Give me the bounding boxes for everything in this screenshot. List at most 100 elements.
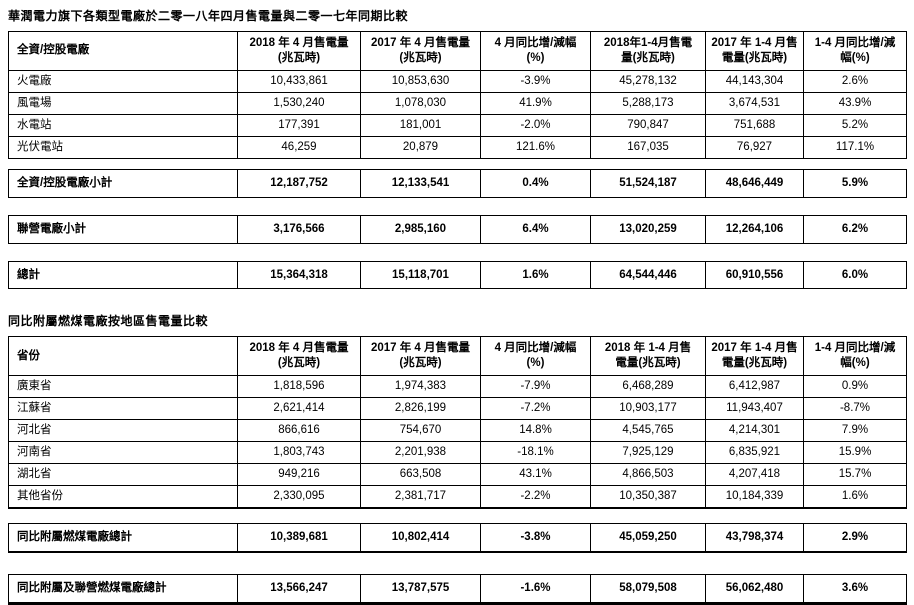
cell: 790,847 <box>590 113 706 137</box>
cell: 76,927 <box>705 135 804 159</box>
cell: 56,062,480 <box>705 573 804 605</box>
section2-title: 同比附屬燃煤電廠按地區售電量比較 <box>8 314 209 329</box>
cell: 949,216 <box>237 463 361 486</box>
header-line1: 2017 年 1-4 月售 <box>711 37 798 49</box>
cell: 45,059,250 <box>590 522 706 553</box>
cell: 20,879 <box>360 135 481 159</box>
table-header-row: 省份 2018 年 4 月售電量 (兆瓦時) 2017 年 4 月售電量 (兆瓦時)… <box>8 336 907 377</box>
cell: 1,530,240 <box>237 91 361 115</box>
cell: -1.6% <box>480 573 591 605</box>
header-line2: 量(兆瓦時) <box>621 51 675 64</box>
header-cell: 2018 年 1-4 月售 電量(兆瓦時) <box>590 336 706 377</box>
cell: 10,433,861 <box>237 69 361 93</box>
cell: 181,001 <box>360 113 481 137</box>
cell: 2,330,095 <box>237 484 361 509</box>
cell: 0.4% <box>480 168 591 198</box>
header-line1: 2017 年 1-4 月售 <box>711 342 798 355</box>
cell: 2,985,160 <box>360 214 481 244</box>
header-line1: 2018年1-4月售電 <box>603 37 693 49</box>
row-label: 其他省份 <box>8 484 238 509</box>
header-cell: 2018 年 4 月售電量 (兆瓦時) <box>237 336 361 377</box>
cell: 64,544,446 <box>590 260 706 290</box>
header-line2: (兆瓦時) <box>277 357 321 370</box>
cell: 2,826,199 <box>360 397 481 421</box>
row-label: 聯營電廠小計 <box>8 214 238 244</box>
row-label: 光伏電站 <box>8 135 238 159</box>
table-row: 湖北省 949,216 663,508 43.1% 4,866,503 4,20… <box>8 463 907 486</box>
row-label: 湖北省 <box>8 463 238 486</box>
section2-main-table: 省份 2018 年 4 月售電量 (兆瓦時) 2017 年 4 月售電量 (兆瓦時)… <box>8 336 907 509</box>
header-line2: 幅(%) <box>840 357 870 370</box>
cell: 1.6% <box>480 260 591 290</box>
cell: 866,616 <box>237 419 361 443</box>
cell: 15.9% <box>803 441 907 465</box>
header-line2: 電量(兆瓦時) <box>721 357 788 370</box>
section1-subtotal-owned-table: 全資/控股電廠小計 12,187,752 12,133,541 0.4% 51,… <box>8 168 907 198</box>
row-label: 廣東省 <box>8 375 238 399</box>
row-label: 風電場 <box>8 91 238 115</box>
header-line2: (兆瓦時) <box>399 357 442 370</box>
cell: -7.2% <box>480 397 591 421</box>
cell: -2.0% <box>480 113 591 137</box>
row-label: 河北省 <box>8 419 238 443</box>
subtotal-row: 全資/控股電廠小計 12,187,752 12,133,541 0.4% 51,… <box>8 168 907 198</box>
cell: 1,974,383 <box>360 375 481 399</box>
header-line1: 2017 年 4 月售電量 <box>370 37 471 49</box>
cell: 13,787,575 <box>360 573 481 605</box>
cell: 4,545,765 <box>590 419 706 443</box>
header-cell: 2017 年 4 月售電量 (兆瓦時) <box>360 336 481 377</box>
cell: 3.6% <box>803 573 907 605</box>
cell: 117.1% <box>803 135 907 159</box>
cell: -8.7% <box>803 397 907 421</box>
row-label: 江蘇省 <box>8 397 238 421</box>
header-line2: (兆瓦時) <box>277 51 321 64</box>
row-label: 火電廠 <box>8 69 238 93</box>
cell: 3,176,566 <box>237 214 361 244</box>
cell: 751,688 <box>705 113 804 137</box>
table-row: 水電站 177,391 181,001 -2.0% 790,847 751,68… <box>8 113 907 137</box>
row-label: 全資/控股電廠小計 <box>8 168 238 198</box>
table-row: 風電場 1,530,240 1,078,030 41.9% 5,288,173 … <box>8 91 907 115</box>
table-row: 河北省 866,616 754,670 14.8% 4,545,765 4,21… <box>8 419 907 443</box>
cell: 58,079,508 <box>590 573 706 605</box>
cell: 2,621,414 <box>237 397 361 421</box>
section1-title: 華潤電力旗下各類型電廠於二零一八年四月售電量與二零一七年同期比較 <box>8 9 409 23</box>
table-row: 廣東省 1,818,596 1,974,383 -7.9% 6,468,289 … <box>8 375 907 399</box>
header-cell: 1-4 月同比增/減 幅(%) <box>803 336 907 377</box>
cell: 7,925,129 <box>590 441 706 465</box>
cell: 663,508 <box>360 463 481 486</box>
cell: 6.4% <box>480 214 591 244</box>
cell: 12,187,752 <box>237 168 361 198</box>
table-row: 其他省份 2,330,095 2,381,717 -2.2% 10,350,38… <box>8 484 907 509</box>
cell: 5.9% <box>803 168 907 198</box>
cell: 1.6% <box>803 484 907 509</box>
header-cell: 2017 年 1-4 月售 電量(兆瓦時) <box>705 31 804 71</box>
cell: 60,910,556 <box>705 260 804 290</box>
cell: 10,184,339 <box>705 484 804 509</box>
header-line2: 電量(兆瓦時) <box>615 357 681 370</box>
section1-main-table: 全資/控股電廠 2018 年 4 月售電量 (兆瓦時) 2017 年 4 月售電量… <box>8 31 907 159</box>
cell: -2.2% <box>480 484 591 509</box>
cell: 2,201,938 <box>360 441 481 465</box>
cell: 13,020,259 <box>590 214 706 244</box>
cell: -3.8% <box>480 522 591 553</box>
header-line1: 1-4 月同比增/減 <box>814 342 896 355</box>
cell: 41.9% <box>480 91 591 115</box>
header-cell: 4 月同比增/減幅 (%) <box>480 336 591 377</box>
table-row: 光伏電站 46,259 20,879 121.6% 167,035 76,927… <box>8 135 907 159</box>
header-line1: 1-4 月同比增/減 <box>814 37 896 49</box>
cell: 3,674,531 <box>705 91 804 115</box>
cell: 11,943,407 <box>705 397 804 421</box>
cell: 6.0% <box>803 260 907 290</box>
cell: 15.7% <box>803 463 907 486</box>
total-row: 同比附屬及聯營燃煤電廠總計 13,566,247 13,787,575 -1.6… <box>8 573 907 605</box>
cell: 10,903,177 <box>590 397 706 421</box>
section1-subtotal-associates-table: 聯營電廠小計 3,176,566 2,985,160 6.4% 13,020,2… <box>8 214 907 244</box>
header-line1: 2018 年 4 月售電量 <box>249 37 349 49</box>
header-cell: 1-4 月同比增/減 幅(%) <box>803 31 907 71</box>
total-row: 總計 15,364,318 15,118,701 1.6% 64,544,446… <box>8 260 907 290</box>
cell: 6,412,987 <box>705 375 804 399</box>
cell: 5,288,173 <box>590 91 706 115</box>
cell: 43.1% <box>480 463 591 486</box>
